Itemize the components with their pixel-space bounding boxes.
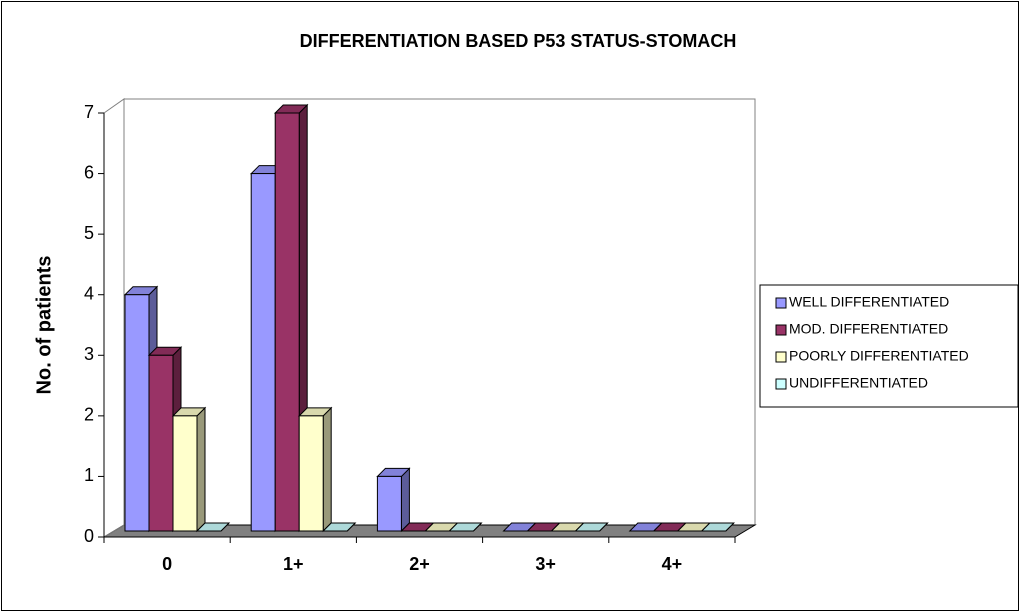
legend-label: MOD. DIFFERENTIATED	[789, 321, 948, 337]
bar-top	[195, 522, 231, 532]
legend-label: WELL DIFFERENTIATED	[789, 294, 949, 310]
bar	[148, 354, 174, 532]
back-wall	[123, 98, 756, 526]
y-tick-label: 6	[84, 162, 94, 182]
x-tick-label: 1+	[283, 554, 304, 574]
y-tick-label: 0	[84, 526, 94, 546]
legend-swatch	[775, 351, 787, 363]
chart-title: DIFFERENTIATION BASED P53 STATUS-STOMACH	[300, 31, 737, 51]
bar	[124, 294, 150, 532]
legend-swatch	[775, 297, 787, 309]
bar-side	[322, 406, 332, 533]
bar-group	[574, 522, 609, 532]
bar-top	[321, 522, 357, 532]
legend-label: UNDIFFERENTIATED	[789, 375, 928, 391]
bar-group	[171, 406, 207, 533]
y-tick-label: 5	[84, 223, 94, 243]
y-tick-label: 3	[84, 344, 94, 364]
bar-group	[195, 522, 231, 532]
bar-side	[196, 406, 206, 533]
x-tick-label: 0	[162, 554, 172, 574]
bar-side	[400, 467, 410, 533]
bar-top	[448, 522, 483, 532]
legend-box	[759, 284, 1019, 408]
bar	[298, 415, 324, 532]
legend-swatch	[775, 378, 787, 390]
bar-group	[376, 467, 411, 533]
bar-group	[448, 522, 483, 532]
x-tick-label: 2+	[409, 554, 430, 574]
x-tick-label: 3+	[535, 554, 556, 574]
bar-top	[700, 522, 736, 532]
bar-group	[321, 522, 357, 532]
y-tick-label: 7	[84, 102, 94, 122]
y-tick-label: 1	[84, 465, 94, 485]
y-tick-label: 2	[84, 405, 94, 425]
legend-label: POORLY DIFFERENTIATED	[789, 348, 969, 364]
y-axis-label: No. of patients	[33, 256, 55, 395]
bar-top	[574, 522, 609, 532]
y-tick-label: 4	[84, 283, 94, 303]
bar	[172, 415, 198, 532]
bar	[376, 475, 402, 532]
bar-group	[700, 522, 736, 532]
bar-group	[297, 406, 333, 533]
bar	[250, 173, 276, 532]
x-tick-label: 4+	[662, 554, 683, 574]
bar	[274, 112, 300, 532]
legend-swatch	[775, 324, 787, 336]
